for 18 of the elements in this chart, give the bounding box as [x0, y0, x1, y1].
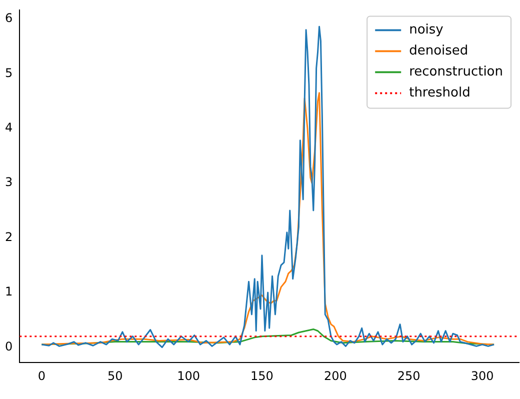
- legend-label: reconstruction: [409, 64, 504, 80]
- legend-label: noisy: [409, 22, 444, 38]
- x-tick-label: 150: [250, 368, 274, 383]
- legend-label: threshold: [409, 86, 470, 101]
- x-tick-label: 200: [324, 368, 347, 383]
- y-tick-label: 4: [4, 120, 13, 135]
- y-tick-label: 6: [4, 11, 13, 26]
- x-tick-label: 250: [397, 368, 420, 383]
- x-tick-label: 0: [38, 368, 46, 383]
- x-tick-label: 300: [470, 368, 494, 383]
- legend-label: denoised: [409, 44, 468, 59]
- x-tick-label: 50: [107, 368, 123, 383]
- x-tick-label: 100: [177, 368, 200, 383]
- y-tick-label: 2: [4, 230, 13, 244]
- y-tick-label: 1: [4, 284, 13, 299]
- y-tick-label: 0: [4, 339, 13, 354]
- y-tick-label: 3: [4, 175, 13, 190]
- y-tick-label: 5: [4, 66, 13, 80]
